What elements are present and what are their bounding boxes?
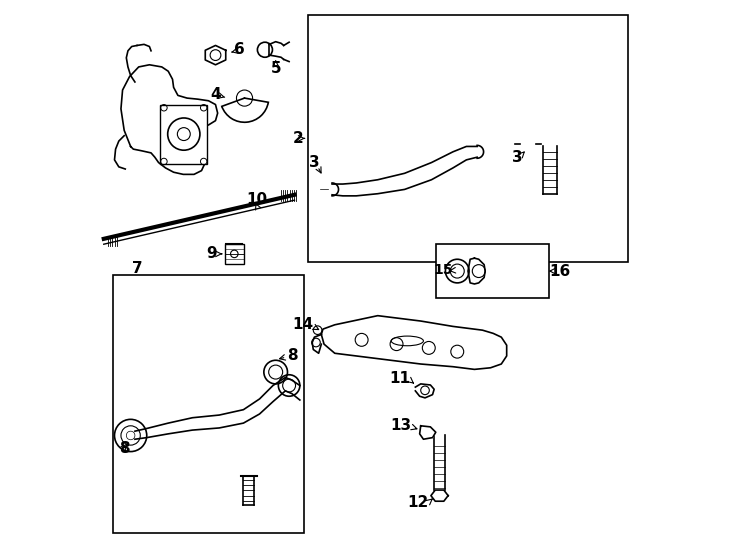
- Polygon shape: [420, 426, 436, 439]
- Bar: [114, 275, 304, 533]
- Text: 11: 11: [389, 371, 410, 386]
- Text: 13: 13: [390, 418, 412, 433]
- Text: 14: 14: [292, 318, 313, 332]
- Text: 8: 8: [119, 441, 129, 456]
- Text: 2: 2: [293, 131, 304, 146]
- Text: 1: 1: [197, 126, 208, 141]
- Text: 15: 15: [434, 263, 453, 277]
- Text: 16: 16: [550, 264, 571, 279]
- Polygon shape: [321, 316, 506, 369]
- Polygon shape: [415, 384, 434, 398]
- Text: 12: 12: [407, 495, 429, 510]
- Bar: [436, 244, 548, 298]
- Text: 10: 10: [247, 192, 267, 207]
- Text: 4: 4: [210, 87, 221, 103]
- Text: 3: 3: [309, 155, 320, 170]
- Text: 3: 3: [512, 150, 523, 165]
- Text: 7: 7: [131, 261, 142, 276]
- FancyBboxPatch shape: [540, 136, 559, 146]
- Text: 6: 6: [234, 42, 245, 57]
- Text: 5: 5: [270, 61, 281, 76]
- Bar: [160, 105, 208, 164]
- Text: 8: 8: [288, 348, 298, 363]
- Bar: [308, 15, 628, 262]
- Bar: [225, 244, 244, 264]
- Text: 9: 9: [206, 246, 217, 261]
